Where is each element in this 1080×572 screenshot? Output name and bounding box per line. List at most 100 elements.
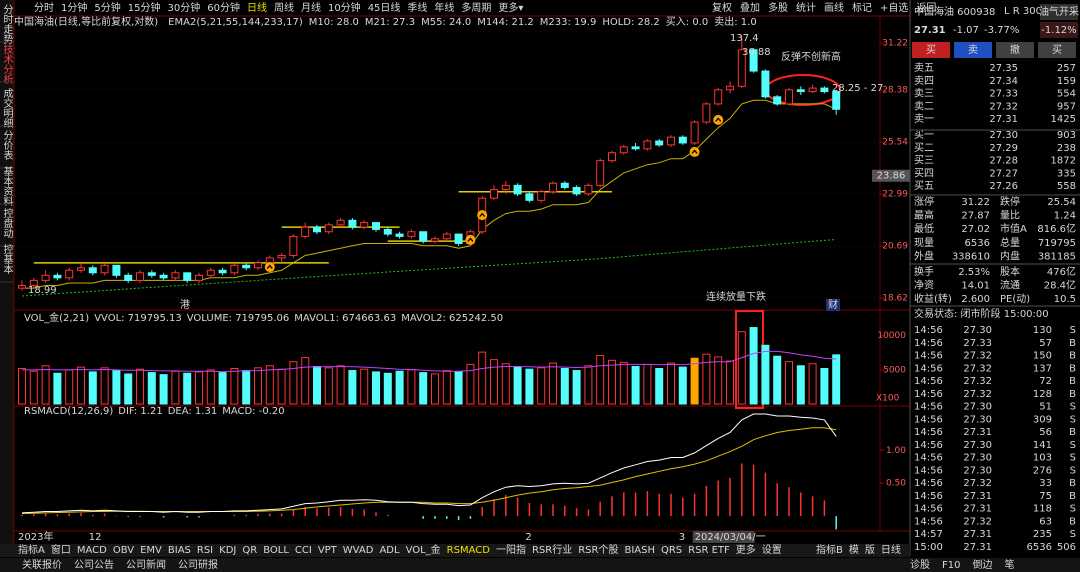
period-tab[interactable]: 更多▾ [498, 1, 523, 14]
trade-button[interactable] [1038, 42, 1076, 58]
indicator-tab[interactable]: VOL_金 [406, 543, 441, 556]
price-change-pct: -3.77% [984, 25, 1019, 36]
indicator-tab[interactable]: QR [242, 545, 257, 556]
tool-button[interactable]: 标记 [852, 2, 872, 14]
volume-bar [643, 363, 652, 405]
indicator-tab[interactable]: 版 [865, 543, 875, 556]
legend-item: MAVOL2: 625242.50 [401, 313, 503, 324]
sidebar-tab[interactable]: 控基本 [1, 243, 13, 275]
tool-button[interactable]: 多股 [768, 1, 788, 14]
tool-button[interactable]: 统计 [796, 1, 816, 14]
status-link[interactable]: 公司公告 [74, 558, 114, 571]
indicator-tab[interactable]: BIASH [624, 545, 655, 556]
indicator-tab[interactable]: KDJ [219, 545, 236, 556]
indicator-tab[interactable]: RSR ETF [688, 545, 730, 556]
legend-item: VOL_金(2,21) [24, 311, 89, 324]
indicator-tab[interactable]: BOLL [263, 545, 289, 556]
period-tab[interactable]: 5分钟 [94, 1, 120, 14]
indicator-tab[interactable]: CCI [295, 545, 312, 556]
status-link[interactable]: F10 [942, 560, 960, 571]
period-tab[interactable]: 分时 [34, 2, 54, 14]
status-link[interactable]: 公司新闻 [126, 558, 166, 571]
book-price: 27.29 [989, 143, 1018, 154]
volume-bar [41, 365, 50, 405]
legend-item: 卖出: 1.0 [714, 15, 756, 28]
tool-button[interactable]: 返回 [916, 2, 936, 14]
indicator-tab[interactable]: MACD [77, 545, 107, 556]
trade-button-label[interactable]: 撤 [1010, 43, 1020, 56]
status-link[interactable]: 公司研报 [178, 558, 218, 571]
candle-body [289, 235, 298, 256]
trade-button[interactable] [996, 42, 1034, 58]
indicator-tab[interactable]: ADL [379, 545, 400, 556]
sidebar-tab[interactable]: 基本资料 [1, 165, 13, 207]
trade-volume: 6536 [1027, 542, 1052, 553]
tool-button[interactable]: 复权 [712, 1, 732, 14]
indicator-tab[interactable]: 更多 [736, 543, 756, 556]
status-link[interactable]: 关联报价 [22, 558, 62, 571]
status-link[interactable]: 诊股 [910, 558, 930, 571]
volume-bar [289, 361, 298, 405]
indicator-tab[interactable]: 设置 [762, 544, 782, 556]
trade-state: 交易状态: 闭市阶段 15:00:00 [914, 307, 1049, 320]
indicator-tab[interactable]: 窗口 [51, 543, 71, 556]
indicator-tab[interactable]: RSR个股 [578, 544, 618, 556]
indicator-tab[interactable]: RSI [197, 545, 213, 556]
indicator-tab[interactable]: 指标B [816, 543, 843, 556]
indicator-tab[interactable]: EMV [140, 545, 162, 556]
period-tab[interactable]: 60分钟 [207, 1, 240, 14]
candle-body [77, 267, 85, 271]
indicator-tab[interactable]: RSR行业 [532, 543, 572, 556]
candle-body [53, 274, 62, 279]
indicator-tab[interactable]: 指标A [18, 543, 45, 556]
period-tab[interactable]: 月线 [301, 1, 321, 14]
trade-button[interactable] [954, 42, 992, 58]
trade-time: 14:56 [914, 427, 943, 438]
trade-button-label[interactable]: 买 [1052, 44, 1062, 56]
indicator-tab[interactable]: RSMACD [447, 545, 491, 556]
period-tab[interactable]: 日线 [247, 1, 267, 14]
indicator-tab[interactable]: VPT [318, 545, 338, 556]
sidebar-tab[interactable]: 技术分析 [1, 43, 13, 85]
candle-body [395, 233, 404, 237]
indicator-tab[interactable]: QRS [661, 545, 682, 556]
trade-button-label[interactable]: 卖 [968, 44, 978, 56]
period-tab[interactable]: 15分钟 [128, 1, 161, 14]
trade-volume: 75 [1039, 491, 1052, 502]
sidebar-tab[interactable]: 分价表 [1, 130, 13, 161]
trade-volume: 118 [1033, 504, 1052, 515]
period-tab[interactable]: 45日线 [368, 1, 401, 14]
indicator-tab[interactable]: BIAS [168, 545, 191, 556]
dif-line [21, 413, 837, 514]
trade-button-label[interactable]: 买 [926, 44, 936, 56]
sidebar-tab[interactable]: 分时走势 [1, 4, 13, 45]
indicator-tab[interactable]: 一阳指 [496, 543, 526, 556]
volume-bar [124, 373, 133, 405]
indicator-tab[interactable]: OBV [113, 545, 134, 556]
book-label: 卖三 [914, 88, 934, 100]
sidebar-tab[interactable]: 控盘动 [1, 207, 13, 239]
candle-body [572, 186, 581, 195]
period-tab[interactable]: 30分钟 [167, 1, 200, 14]
period-tab[interactable]: 1分钟 [61, 1, 87, 14]
sidebar-tab[interactable]: 成交明细 [1, 88, 13, 128]
status-link[interactable]: 倒边 [972, 559, 992, 571]
volume-bar [678, 366, 687, 405]
y-tick-label: 22.99 [882, 190, 908, 200]
candle-body [796, 89, 805, 93]
indicator-tab[interactable]: 模 [849, 544, 859, 556]
tool-button[interactable]: 画线 [824, 1, 844, 14]
indicator-tab[interactable]: 日线 [881, 543, 901, 556]
period-tab[interactable]: 季线 [407, 1, 427, 14]
period-tab[interactable]: 10分钟 [328, 1, 361, 14]
tool-button[interactable]: 叠加 [740, 2, 760, 14]
status-link[interactable]: 笔 [1004, 558, 1014, 571]
trade-button[interactable] [912, 42, 950, 58]
period-tab[interactable]: 周线 [274, 1, 294, 14]
indicator-tab[interactable]: WVAD [343, 545, 374, 556]
period-tab[interactable]: 年线 [434, 1, 454, 14]
candle-body [383, 228, 392, 235]
tool-button[interactable]: +自选 [880, 1, 908, 14]
period-tab[interactable]: 多周期 [461, 1, 491, 14]
signal-arrow [691, 149, 698, 154]
